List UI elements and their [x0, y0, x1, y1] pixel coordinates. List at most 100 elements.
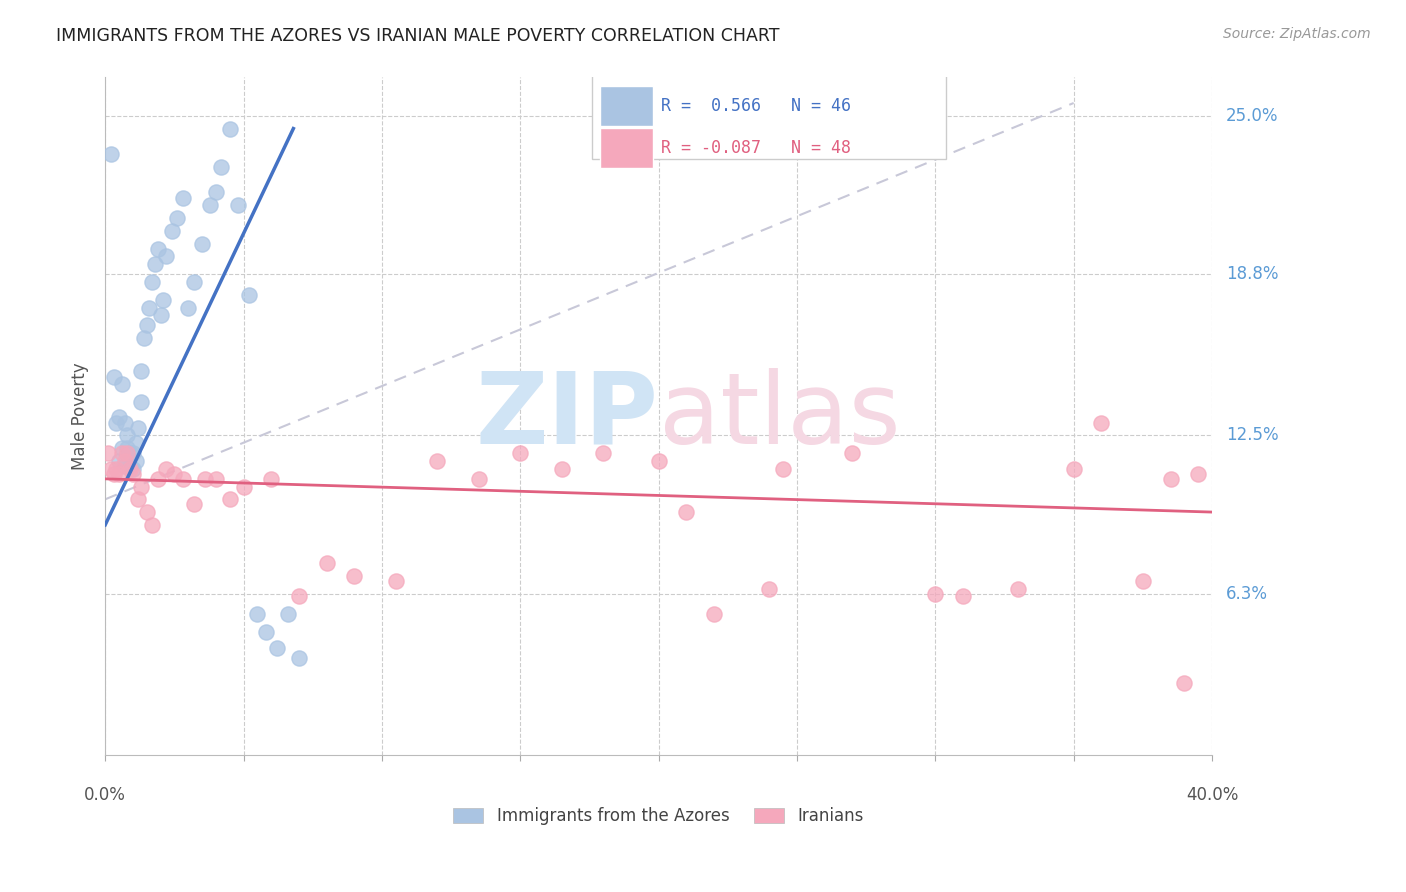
Point: [246, 607, 269, 622]
Point: [111, 441, 134, 455]
Point: [108, 454, 131, 468]
Point: [183, 497, 205, 511]
Text: 18.8%: 18.8%: [1226, 265, 1278, 284]
Point: [100, 461, 122, 475]
Point: [952, 590, 974, 604]
Y-axis label: Male Poverty: Male Poverty: [72, 362, 89, 470]
Point: [1063, 461, 1085, 475]
Point: [1160, 472, 1182, 486]
Point: [172, 472, 194, 486]
Point: [288, 650, 311, 665]
Point: [426, 454, 449, 468]
Text: 0.0%: 0.0%: [84, 786, 127, 804]
Point: [551, 461, 574, 475]
Point: [146, 472, 169, 486]
Text: R = -0.087   N = 48: R = -0.087 N = 48: [661, 139, 851, 157]
Point: [124, 436, 146, 450]
Point: [117, 428, 139, 442]
Point: [114, 416, 136, 430]
Point: [183, 275, 205, 289]
Point: [135, 318, 157, 333]
Point: [254, 625, 277, 640]
Point: [103, 369, 125, 384]
Point: [127, 420, 149, 434]
Point: [315, 556, 337, 570]
Point: [226, 198, 249, 212]
Point: [155, 249, 177, 263]
Point: [132, 331, 155, 345]
Point: [117, 446, 139, 460]
Text: ZIP: ZIP: [475, 368, 658, 465]
Point: [703, 607, 725, 622]
Point: [127, 492, 149, 507]
Point: [160, 224, 183, 238]
Point: [120, 446, 142, 460]
Point: [97, 446, 120, 460]
FancyBboxPatch shape: [592, 70, 946, 159]
Point: [166, 211, 188, 225]
Text: atlas: atlas: [658, 368, 900, 465]
Point: [120, 458, 142, 473]
Point: [1173, 676, 1195, 690]
Point: [924, 587, 946, 601]
Point: [343, 569, 366, 583]
Point: [194, 472, 217, 486]
Point: [122, 467, 145, 481]
Point: [1090, 416, 1112, 430]
Text: Source: ZipAtlas.com: Source: ZipAtlas.com: [1223, 27, 1371, 41]
Point: [120, 461, 142, 475]
Point: [592, 446, 614, 460]
Point: [111, 446, 134, 460]
Point: [205, 186, 228, 200]
Point: [149, 308, 172, 322]
Point: [117, 441, 139, 455]
Point: [146, 242, 169, 256]
Text: IMMIGRANTS FROM THE AZORES VS IRANIAN MALE POVERTY CORRELATION CHART: IMMIGRANTS FROM THE AZORES VS IRANIAN MA…: [56, 27, 780, 45]
Point: [384, 574, 406, 588]
Point: [143, 257, 166, 271]
Point: [238, 287, 260, 301]
Point: [108, 467, 131, 481]
Point: [105, 461, 128, 475]
Text: R =  0.566   N = 46: R = 0.566 N = 46: [661, 97, 851, 115]
Point: [232, 479, 254, 493]
Point: [209, 160, 232, 174]
Point: [138, 301, 160, 315]
Point: [105, 416, 128, 430]
Point: [141, 275, 163, 289]
Point: [108, 410, 131, 425]
Point: [155, 461, 177, 475]
Point: [177, 301, 200, 315]
Legend: Immigrants from the Azores, Iranians: Immigrants from the Azores, Iranians: [447, 800, 870, 832]
Point: [152, 293, 174, 307]
Point: [200, 198, 222, 212]
Point: [277, 607, 299, 622]
Point: [141, 517, 163, 532]
Text: 12.5%: 12.5%: [1226, 426, 1278, 444]
Text: 6.3%: 6.3%: [1226, 585, 1268, 603]
Point: [218, 492, 240, 507]
Text: 25.0%: 25.0%: [1226, 107, 1278, 125]
Point: [129, 395, 152, 409]
Point: [841, 446, 863, 460]
Point: [1187, 467, 1209, 481]
Point: [100, 147, 122, 161]
Point: [468, 472, 491, 486]
Point: [122, 461, 145, 475]
Point: [103, 467, 125, 481]
FancyBboxPatch shape: [600, 128, 652, 169]
Point: [509, 446, 531, 460]
Point: [1132, 574, 1154, 588]
Point: [288, 590, 311, 604]
Point: [758, 582, 780, 596]
Point: [163, 467, 186, 481]
Point: [191, 236, 214, 251]
Point: [129, 479, 152, 493]
Point: [218, 121, 240, 136]
Point: [114, 454, 136, 468]
Point: [129, 364, 152, 378]
Point: [111, 377, 134, 392]
Point: [122, 446, 145, 460]
Text: 40.0%: 40.0%: [1185, 786, 1239, 804]
Point: [1007, 582, 1029, 596]
